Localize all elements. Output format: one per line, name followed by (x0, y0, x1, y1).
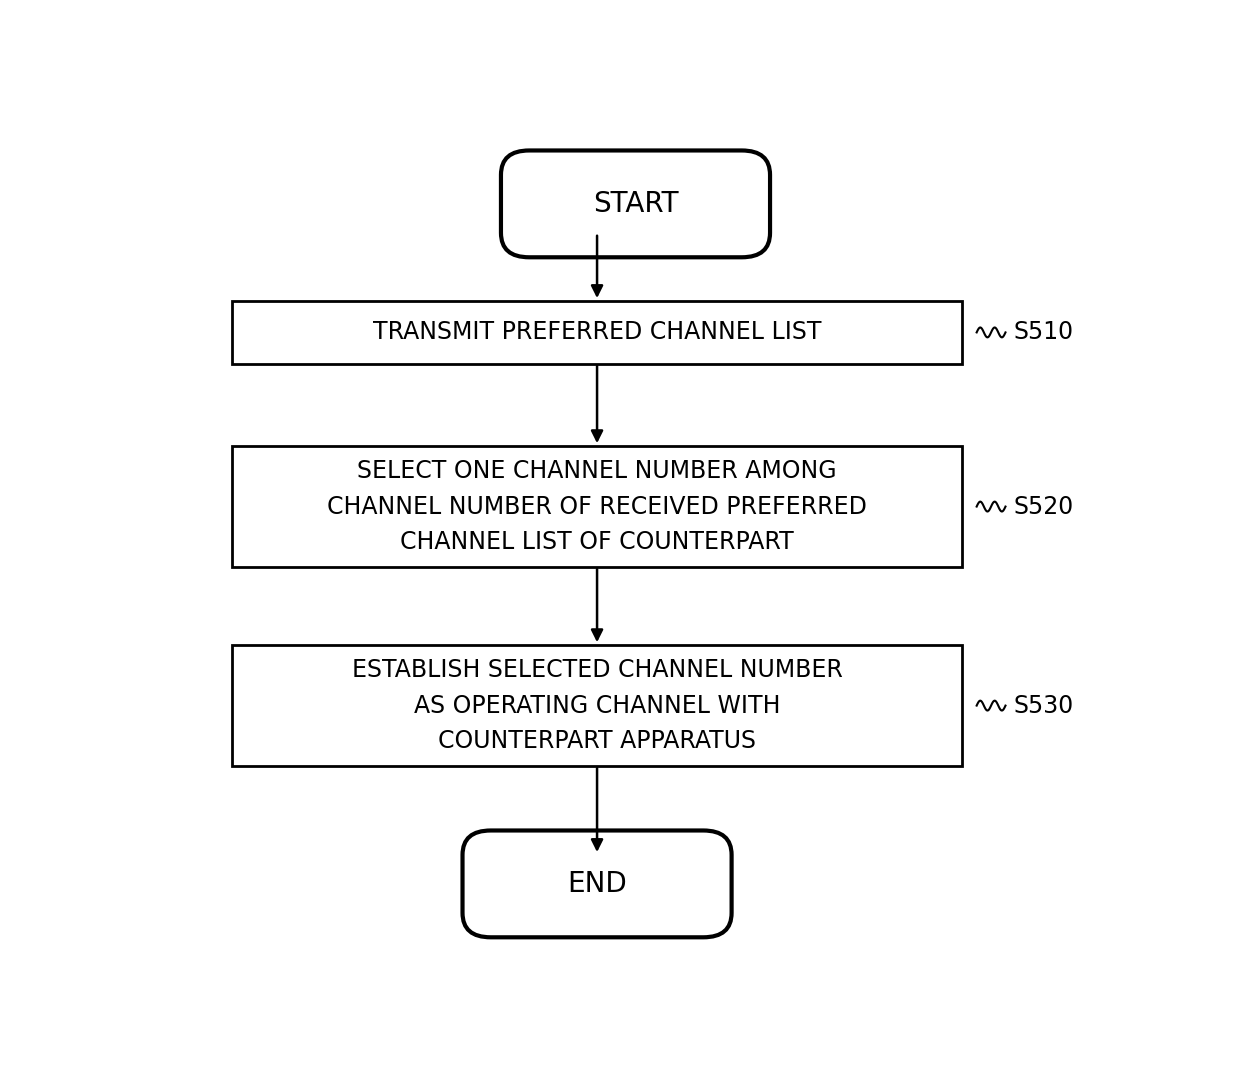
Text: END: END (567, 870, 627, 898)
FancyBboxPatch shape (501, 151, 770, 257)
Text: S520: S520 (1013, 494, 1074, 518)
Text: S510: S510 (1013, 321, 1074, 345)
Bar (232, 447, 962, 567)
Text: S530: S530 (1013, 694, 1074, 717)
Bar (232, 302, 962, 364)
Text: SELECT ONE CHANNEL NUMBER AMONG
CHANNEL NUMBER OF RECEIVED PREFERRED
CHANNEL LIS: SELECT ONE CHANNEL NUMBER AMONG CHANNEL … (327, 459, 867, 554)
Text: START: START (593, 190, 678, 218)
FancyBboxPatch shape (463, 830, 732, 937)
Text: TRANSMIT PREFERRED CHANNEL LIST: TRANSMIT PREFERRED CHANNEL LIST (373, 321, 821, 345)
Bar (232, 645, 962, 766)
Text: ESTABLISH SELECTED CHANNEL NUMBER
AS OPERATING CHANNEL WITH
COUNTERPART APPARATU: ESTABLISH SELECTED CHANNEL NUMBER AS OPE… (352, 658, 842, 753)
